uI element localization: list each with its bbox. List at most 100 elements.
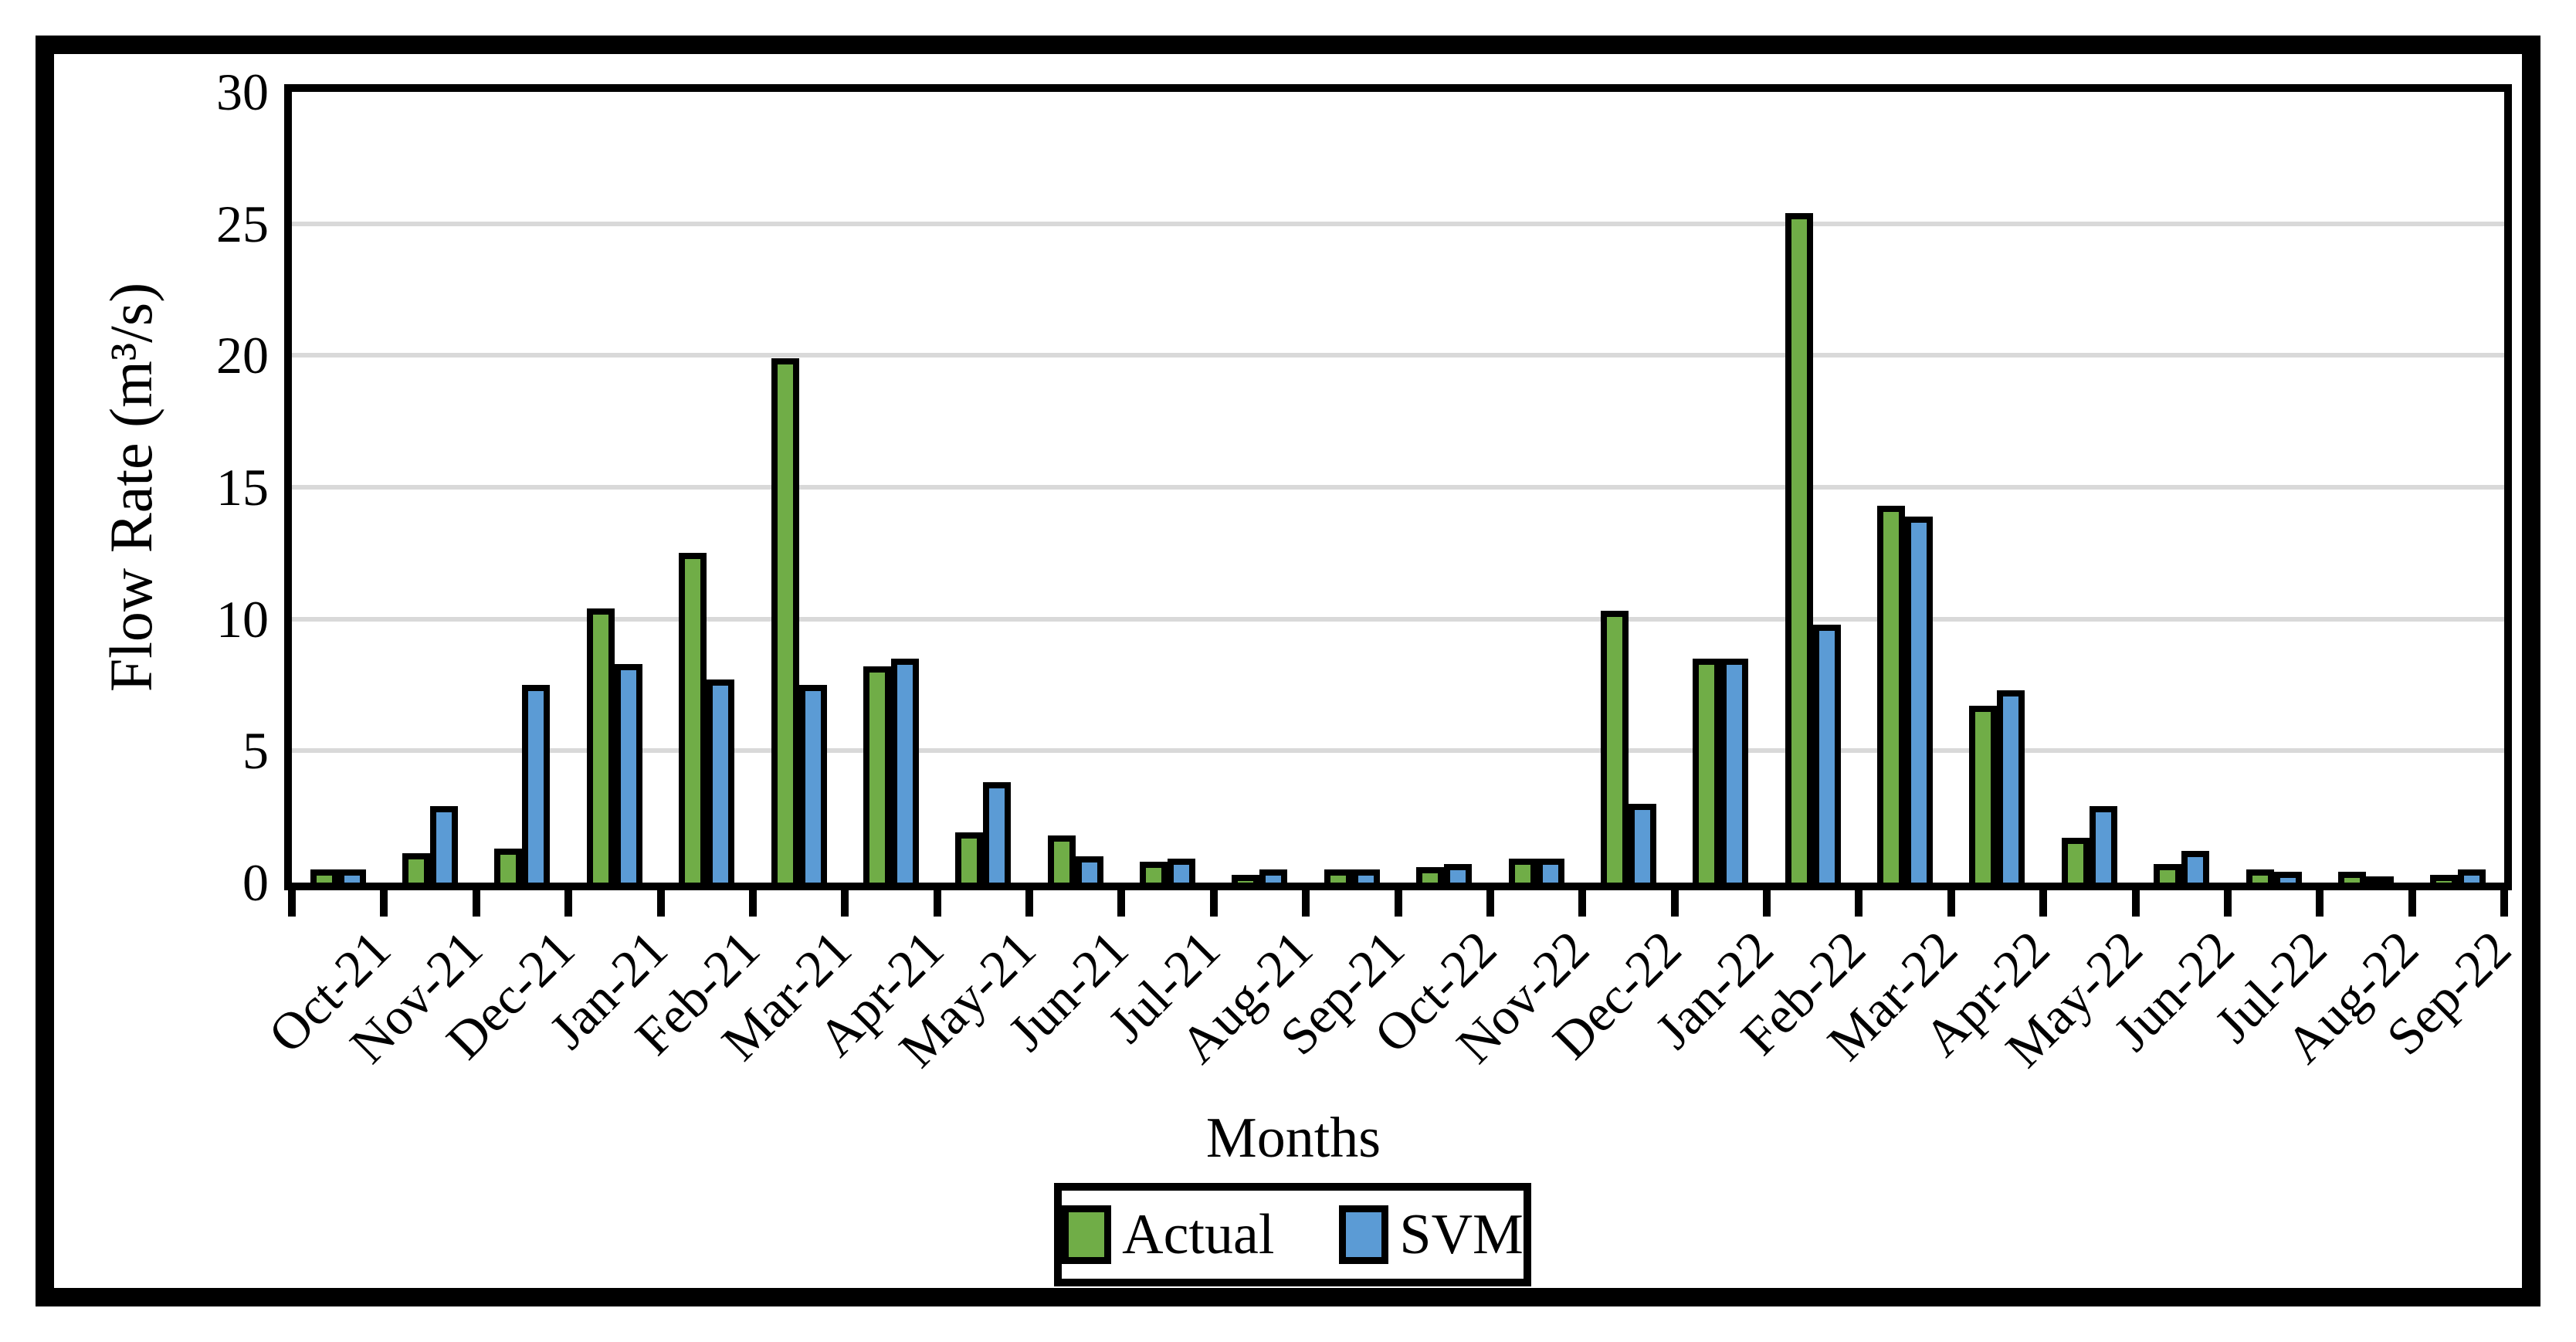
actual-series-swatch-icon: [1062, 1205, 1112, 1264]
x-tick-mark: [2408, 890, 2416, 917]
actual-bar-Jan-21: [586, 608, 615, 883]
bar-group-Jun-22: [2136, 92, 2228, 883]
actual-bar-Aug-22: [2337, 872, 2366, 883]
svm-bar-May-21: [983, 782, 1012, 883]
y-tick-label-10: 10: [216, 589, 269, 649]
x-tick-mark: [1763, 890, 1771, 917]
actual-bar-Jul-21: [1140, 861, 1168, 883]
x-tick-mark: [288, 890, 296, 917]
svm-bar-Nov-22: [1536, 859, 1564, 883]
x-tick-mark: [1486, 890, 1494, 917]
bar-group-Apr-21: [845, 92, 937, 883]
bar-group-Aug-22: [2320, 92, 2412, 883]
bar-group-May-22: [2043, 92, 2135, 883]
x-tick-mark: [2131, 890, 2140, 917]
x-tick-mark: [2223, 890, 2232, 917]
svm-bar-Sep-22: [2458, 869, 2486, 883]
x-tick-mark: [1394, 890, 1402, 917]
y-tick-label-15: 15: [216, 458, 269, 517]
svm-bar-Mar-22: [1905, 516, 1934, 883]
actual-bar-May-21: [955, 832, 984, 883]
bar-group-Jan-22: [1675, 92, 1767, 883]
x-tick-mark: [1855, 890, 1863, 917]
x-tick-mark: [748, 890, 757, 917]
svm-bar-Feb-21: [707, 679, 735, 883]
actual-bar-May-22: [2061, 837, 2090, 883]
y-tick-label-0: 0: [242, 853, 269, 912]
svm-bar-Jan-21: [614, 663, 642, 883]
actual-bar-Nov-21: [402, 853, 431, 883]
actual-bar-Aug-21: [1232, 874, 1260, 883]
x-tick-mark: [1025, 890, 1033, 917]
actual-bar-Mar-22: [1877, 505, 1906, 883]
x-tick-mark: [841, 890, 849, 917]
actual-bar-Sep-21: [1324, 869, 1352, 883]
actual-bar-Sep-22: [2430, 874, 2459, 883]
x-tick-mark: [656, 890, 665, 917]
gridline-25: [292, 221, 2504, 226]
legend-label-actual: Actual: [1122, 1203, 1275, 1266]
actual-bar-Feb-22: [1785, 213, 1813, 883]
bar-group-Mar-22: [1859, 92, 1951, 883]
actual-bar-Jul-22: [2246, 869, 2274, 883]
bar-group-Aug-21: [1214, 92, 1306, 883]
actual-bar-Jan-22: [1693, 658, 1721, 883]
actual-bar-Oct-21: [310, 869, 338, 883]
svm-bar-Sep-21: [1351, 869, 1380, 883]
svm-bar-Jun-22: [2181, 851, 2210, 883]
bar-group-Nov-22: [1490, 92, 1582, 883]
actual-bar-Dec-21: [494, 848, 523, 883]
figure-border: [36, 36, 2540, 1306]
bar-group-Jul-21: [1121, 92, 1213, 883]
legend-item-svm: SVM: [1339, 1204, 1524, 1266]
bar-group-Dec-21: [476, 92, 568, 883]
bar-group-Mar-21: [753, 92, 845, 883]
y-axis-title: Flow Rate (m³/s): [97, 282, 164, 693]
x-tick-mark: [1947, 890, 1955, 917]
svm-bar-Mar-21: [798, 685, 827, 883]
svm-bar-Oct-22: [1444, 864, 1473, 883]
bar-group-Oct-22: [1398, 92, 1490, 883]
svm-bar-Aug-22: [2365, 876, 2394, 883]
x-tick-mark: [380, 890, 388, 917]
bar-group-Feb-22: [1767, 92, 1859, 883]
svm-bar-Dec-22: [1628, 803, 1656, 883]
bar-group-Apr-22: [1951, 92, 2043, 883]
svm-bar-Aug-21: [1259, 869, 1288, 883]
gridline-10: [292, 616, 2504, 622]
x-tick-mark: [2500, 890, 2508, 917]
svm-bar-Jul-22: [2273, 872, 2302, 883]
svm-bar-Nov-21: [430, 806, 459, 883]
actual-bar-Feb-21: [679, 553, 707, 883]
svm-bar-Oct-21: [337, 869, 366, 883]
svm-series-swatch-icon: [1339, 1205, 1389, 1264]
bar-group-Sep-21: [1306, 92, 1398, 883]
actual-bar-Oct-22: [1416, 866, 1445, 883]
actual-bar-Mar-21: [771, 358, 799, 883]
svm-bar-Dec-21: [522, 685, 551, 883]
x-tick-mark: [472, 890, 480, 917]
actual-bar-Jun-22: [2154, 864, 2182, 883]
x-tick-mark: [1302, 890, 1310, 917]
gridline-5: [292, 748, 2504, 754]
bar-group-Jun-21: [1029, 92, 1121, 883]
legend-box: Actual SVM: [1054, 1183, 1531, 1286]
x-axis-title: Months: [1205, 1106, 1381, 1170]
x-tick-mark: [2039, 890, 2048, 917]
actual-bar-Apr-22: [1969, 706, 1998, 883]
x-tick-mark: [1670, 890, 1679, 917]
actual-bar-Dec-22: [1600, 611, 1629, 883]
y-tick-label-25: 25: [216, 194, 269, 253]
y-tick-label-20: 20: [216, 326, 269, 385]
svm-bar-Jan-22: [1720, 658, 1749, 883]
actual-bar-Nov-22: [1508, 859, 1537, 883]
bar-group-May-21: [937, 92, 1029, 883]
gridline-15: [292, 485, 2504, 490]
plot-area: [284, 84, 2512, 890]
bar-group-Nov-21: [384, 92, 476, 883]
bar-group-Sep-22: [2412, 92, 2504, 883]
svm-bar-May-22: [2089, 806, 2117, 883]
actual-bar-Apr-21: [863, 666, 891, 883]
y-tick-label-5: 5: [242, 721, 269, 781]
x-tick-mark: [1578, 890, 1587, 917]
